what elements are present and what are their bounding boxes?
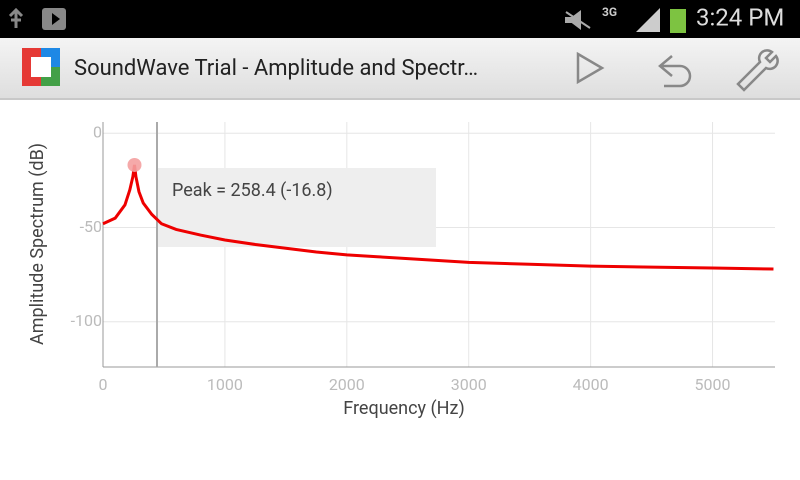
peak-marker — [127, 157, 142, 172]
usb-icon — [8, 7, 24, 28]
spectrum-line — [102, 164, 774, 271]
action-bar-content: SoundWave Trial - Amplitude and Spectr… — [22, 48, 779, 92]
app-icon-part — [31, 57, 51, 77]
mute-icon — [565, 10, 591, 30]
chart: Frequency (Hz) Amplitude Spectrum (dB) 0… — [27, 122, 775, 419]
x-tick-label: 3000 — [451, 375, 487, 394]
y-tick-label: 0 — [93, 123, 102, 142]
clock: 3:24 PM — [696, 3, 784, 31]
annotation-box — [157, 168, 436, 247]
status-icons: 3G 3:24 PM — [8, 3, 784, 33]
action-bar: SoundWave Trial - Amplitude and Spectr… — [0, 38, 800, 100]
annotation: Peak = 258.4 (-16.8) — [172, 180, 333, 201]
settings-button[interactable] — [736, 49, 779, 92]
network-type: 3G — [602, 5, 617, 19]
x-tick-label: 4000 — [573, 375, 609, 394]
status-bar: 3G 3:24 PM — [0, 0, 800, 38]
y-axis-title: Amplitude Spectrum (dB) — [27, 143, 48, 345]
x-tick-label: 5000 — [695, 375, 731, 394]
x-tick-label: 0 — [99, 375, 108, 394]
x-axis-title: Frequency (Hz) — [343, 398, 464, 419]
store-play — [52, 13, 60, 25]
y-tick-label: -100 — [71, 311, 102, 330]
undo-button[interactable] — [658, 55, 692, 88]
battery-icon — [670, 9, 686, 33]
app-title: SoundWave Trial - Amplitude and Spectr… — [74, 56, 478, 81]
x-tick-label: 2000 — [329, 375, 365, 394]
signal-icon — [636, 8, 660, 32]
y-tick-label: -50 — [80, 217, 102, 236]
play-button[interactable] — [576, 51, 605, 85]
x-tick-label: 1000 — [207, 375, 243, 394]
